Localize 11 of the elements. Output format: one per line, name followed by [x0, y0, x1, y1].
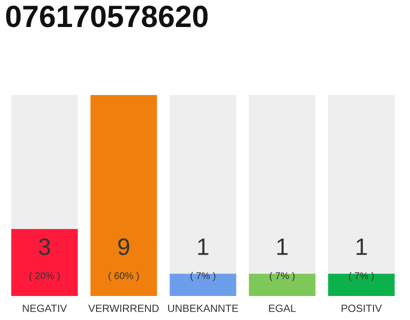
- x-tick-label: VERWIRREND: [88, 304, 159, 312]
- data-label: 1 ( 7% ): [270, 238, 295, 282]
- x-tick-label: EGAL: [269, 304, 296, 312]
- data-label: 9 ( 60% ): [108, 238, 139, 282]
- chart-title: 076170578620: [6, 6, 208, 28]
- data-label: 3 ( 20% ): [29, 238, 60, 282]
- x-tick-label: POSITIV: [342, 304, 382, 312]
- x-tick-label: UNBEKANNTE: [168, 304, 238, 312]
- data-label: 1 ( 7% ): [349, 238, 374, 282]
- x-tick-label: NEGATIV: [22, 304, 67, 312]
- data-label: 1 ( 7% ): [190, 238, 216, 282]
